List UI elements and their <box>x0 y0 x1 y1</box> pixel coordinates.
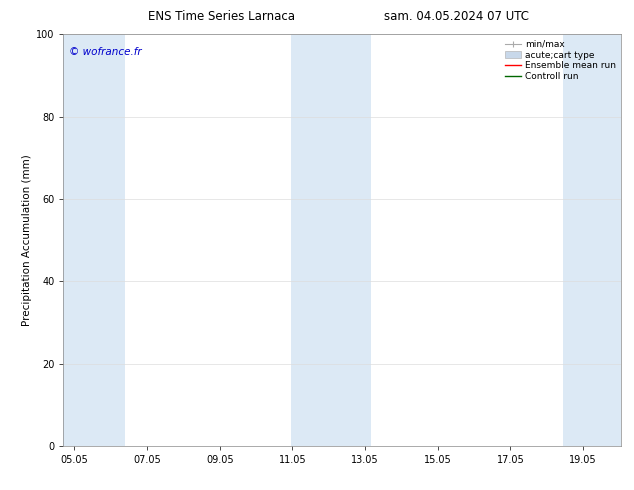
Legend: min/max, acute;cart type, Ensemble mean run, Controll run: min/max, acute;cart type, Ensemble mean … <box>502 37 619 84</box>
Bar <box>290 34 316 446</box>
Y-axis label: Precipitation Accumulation (mm): Precipitation Accumulation (mm) <box>22 154 32 326</box>
Bar <box>587 34 621 446</box>
Bar <box>93 34 125 446</box>
Bar <box>563 34 587 446</box>
Text: © wofrance.fr: © wofrance.fr <box>69 47 141 57</box>
Text: ENS Time Series Larnaca: ENS Time Series Larnaca <box>148 10 295 23</box>
Text: sam. 04.05.2024 07 UTC: sam. 04.05.2024 07 UTC <box>384 10 529 23</box>
Bar <box>63 34 93 446</box>
Bar <box>316 34 370 446</box>
